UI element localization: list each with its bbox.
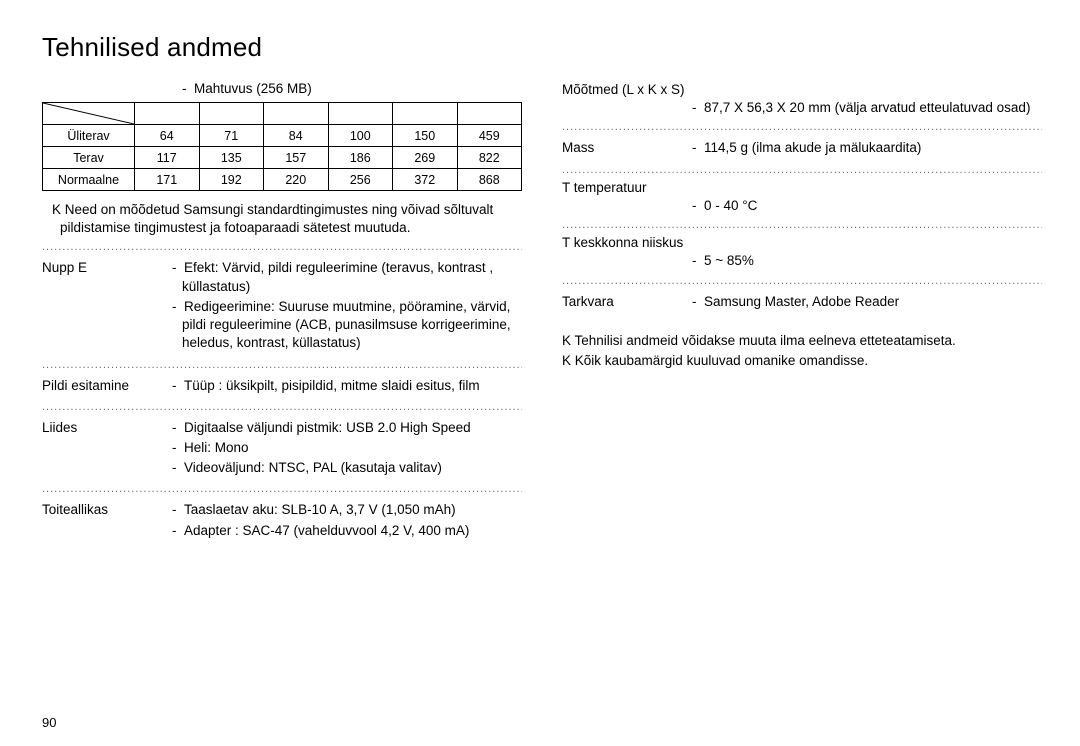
separator: ........................................… — [42, 242, 522, 253]
page-title: Tehnilised andmed — [42, 32, 1038, 63]
capacity-header-text: Mahtuvus (256 MB) — [194, 81, 312, 96]
table-cell — [457, 103, 522, 125]
diag-cell — [43, 103, 135, 125]
separator: ........................................… — [562, 165, 1042, 176]
spec-line: - 87,7 X 56,3 X 20 mm (välja arvatud ett… — [562, 99, 1042, 117]
table-cell: 186 — [328, 147, 393, 169]
row-label: Normaalne — [43, 169, 135, 191]
spec-niiskus: T keskkonna niiskus - 5 ~ 85% — [562, 234, 1042, 270]
spec-line: - Efekt: Värvid, pildi reguleerimine (te… — [172, 259, 522, 295]
table-cell: 135 — [199, 147, 264, 169]
spec-line: - 5 ~ 85% — [562, 252, 1042, 270]
table-cell — [135, 103, 200, 125]
spec-line: - Adapter : SAC-47 (vahelduvvool 4,2 V, … — [172, 522, 522, 540]
spec-pildi: Pildi esitamine - Tüüp : üksikpilt, pisi… — [42, 377, 522, 397]
table-cell: 868 — [457, 169, 522, 191]
table-cell: 220 — [264, 169, 329, 191]
spec-line: - Heli: Mono — [172, 439, 522, 457]
table-cell — [264, 103, 329, 125]
table-cell: 459 — [457, 125, 522, 147]
table-row: Terav 117 135 157 186 269 822 — [43, 147, 522, 169]
columns: - Mahtuvus (256 MB) — [42, 81, 1038, 542]
spec-line: - 114,5 g (ilma akude ja mälukaardita) — [692, 139, 1042, 157]
spec-temp: T temperatuur - 0 - 40 °C — [562, 179, 1042, 215]
separator: ........................................… — [562, 276, 1042, 287]
separator: ........................................… — [42, 484, 522, 495]
spec-value: - Tüüp : üksikpilt, pisipildid, mitme sl… — [172, 377, 522, 397]
spec-label: T keskkonna niiskus — [562, 234, 1042, 252]
footnote-b: K Kõik kaubamärgid kuuluvad omanike oman… — [562, 351, 1042, 371]
spec-value: - Efekt: Värvid, pildi reguleerimine (te… — [172, 259, 522, 354]
diagonal-icon — [43, 103, 134, 124]
spec-label: Tarkvara — [562, 293, 692, 313]
table-cell — [393, 103, 458, 125]
separator: ........................................… — [562, 122, 1042, 133]
spec-liides: Liides - Digitaalse väljundi pistmik: US… — [42, 419, 522, 480]
spec-line: - Redigeerimine: Suuruse muutmine, pööra… — [172, 298, 522, 353]
spec-tarkvara: Tarkvara - Samsung Master, Adobe Reader — [562, 293, 1042, 313]
table-cell: 64 — [135, 125, 200, 147]
table-cell: 171 — [135, 169, 200, 191]
page-number: 90 — [42, 715, 56, 730]
table-cell: 84 — [264, 125, 329, 147]
spec-line: - Taaslaetav aku: SLB-10 A, 3,7 V (1,050… — [172, 501, 522, 519]
spec-line: - Digitaalse väljundi pistmik: USB 2.0 H… — [172, 419, 522, 437]
table-cell: 157 — [264, 147, 329, 169]
capacity-table: Üliterav 64 71 84 100 150 459 Terav 117 … — [42, 102, 522, 191]
footnotes: K Tehnilisi andmeid võidakse muuta ilma … — [562, 331, 1042, 372]
spec-mootmed: Mõõtmed (L x K x S) - 87,7 X 56,3 X 20 m… — [562, 81, 1042, 117]
table-cell: 822 — [457, 147, 522, 169]
page: Tehnilised andmed - Mahtuvus (256 MB) — [0, 0, 1080, 746]
right-column: Mõõtmed (L x K x S) - 87,7 X 56,3 X 20 m… — [562, 81, 1042, 542]
table-footnote: K Need on mõõdetud Samsungi standardting… — [42, 201, 522, 237]
table-cell: 100 — [328, 125, 393, 147]
table-cell — [328, 103, 393, 125]
spec-label: Liides — [42, 419, 172, 480]
separator: ........................................… — [42, 360, 522, 371]
row-label: Terav — [43, 147, 135, 169]
separator: ........................................… — [562, 220, 1042, 231]
spec-mass: Mass - 114,5 g (ilma akude ja mälukaardi… — [562, 139, 1042, 159]
spec-toite: Toiteallikas - Taaslaetav aku: SLB-10 A,… — [42, 501, 522, 541]
spec-value: - 114,5 g (ilma akude ja mälukaardita) — [692, 139, 1042, 159]
table-cell — [199, 103, 264, 125]
table-cell: 117 — [135, 147, 200, 169]
spec-label: Mass — [562, 139, 692, 159]
spec-line: - 0 - 40 °C — [562, 197, 1042, 215]
footnote-a: K Tehnilisi andmeid võidakse muuta ilma … — [562, 331, 1042, 351]
separator: ........................................… — [42, 402, 522, 413]
spec-label: Nupp E — [42, 259, 172, 354]
table-cell: 269 — [393, 147, 458, 169]
spec-value: - Samsung Master, Adobe Reader — [692, 293, 1042, 313]
spec-value: - Taaslaetav aku: SLB-10 A, 3,7 V (1,050… — [172, 501, 522, 541]
spec-label: T temperatuur — [562, 179, 1042, 197]
table-row: Normaalne 171 192 220 256 372 868 — [43, 169, 522, 191]
row-label: Üliterav — [43, 125, 135, 147]
table-cell: 372 — [393, 169, 458, 191]
spec-label: Toiteallikas — [42, 501, 172, 541]
spec-value: - Digitaalse väljundi pistmik: USB 2.0 H… — [172, 419, 522, 480]
spec-line: - Samsung Master, Adobe Reader — [692, 293, 1042, 311]
spec-label: Mõõtmed (L x K x S) — [562, 81, 1042, 99]
table-cell: 71 — [199, 125, 264, 147]
table-cell: 150 — [393, 125, 458, 147]
left-column: - Mahtuvus (256 MB) — [42, 81, 522, 542]
spec-label: Pildi esitamine — [42, 377, 172, 397]
table-row — [43, 103, 522, 125]
spec-line: - Tüüp : üksikpilt, pisipildid, mitme sl… — [172, 377, 522, 395]
table-row: Üliterav 64 71 84 100 150 459 — [43, 125, 522, 147]
capacity-header: - Mahtuvus (256 MB) — [42, 81, 522, 96]
table-cell: 256 — [328, 169, 393, 191]
spec-line: - Videoväljund: NTSC, PAL (kasutaja vali… — [172, 459, 522, 477]
table-cell: 192 — [199, 169, 264, 191]
spec-nupp: Nupp E - Efekt: Värvid, pildi reguleerim… — [42, 259, 522, 354]
